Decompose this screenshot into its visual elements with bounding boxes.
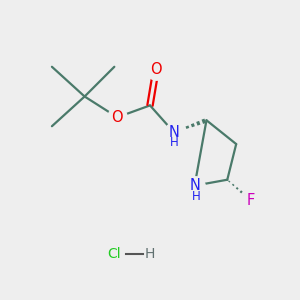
Text: N: N	[168, 125, 179, 140]
Text: F: F	[247, 193, 255, 208]
Text: H: H	[145, 247, 155, 261]
Text: O: O	[150, 62, 162, 77]
Text: O: O	[112, 110, 123, 125]
Text: H: H	[169, 136, 178, 149]
Text: H: H	[192, 190, 200, 203]
Text: Cl: Cl	[107, 247, 121, 261]
Text: N: N	[189, 178, 200, 193]
